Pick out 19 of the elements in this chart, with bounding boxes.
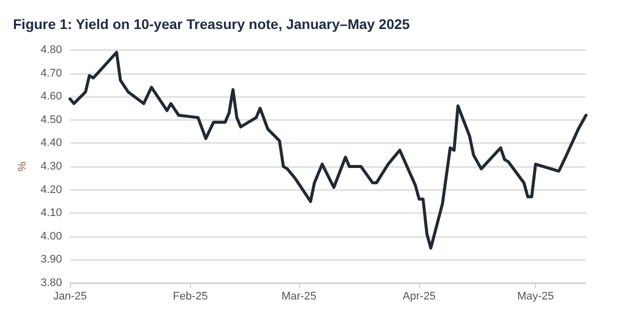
y-tick-label: 4.60 xyxy=(40,90,62,103)
x-tick-label: Apr-25 xyxy=(402,290,436,302)
y-axis-title: % xyxy=(16,161,28,172)
y-tick-label: 4.40 xyxy=(40,137,62,150)
x-tick-label: May-25 xyxy=(517,290,554,302)
chart-title: Figure 1: Yield on 10-year Treasury note, January–May 2025 xyxy=(13,16,410,32)
y-tick-label: 4.80 xyxy=(40,44,62,56)
y-tick-label: 4.70 xyxy=(40,67,62,80)
y-tick-label: 4.30 xyxy=(40,160,62,172)
x-tick-label: Feb-25 xyxy=(172,290,208,302)
y-tick-label: 4.10 xyxy=(40,207,62,220)
x-tick-label: Jan-25 xyxy=(53,290,87,302)
y-tick-label: 4.20 xyxy=(40,184,62,196)
y-tick-label: 3.80 xyxy=(40,277,62,289)
y-tick-label: 3.90 xyxy=(40,254,62,266)
x-tick-label: Mar-25 xyxy=(281,290,316,302)
line-series xyxy=(68,50,588,250)
y-tick-label: 4.00 xyxy=(40,230,62,242)
y-tick-label: 4.50 xyxy=(40,114,62,126)
